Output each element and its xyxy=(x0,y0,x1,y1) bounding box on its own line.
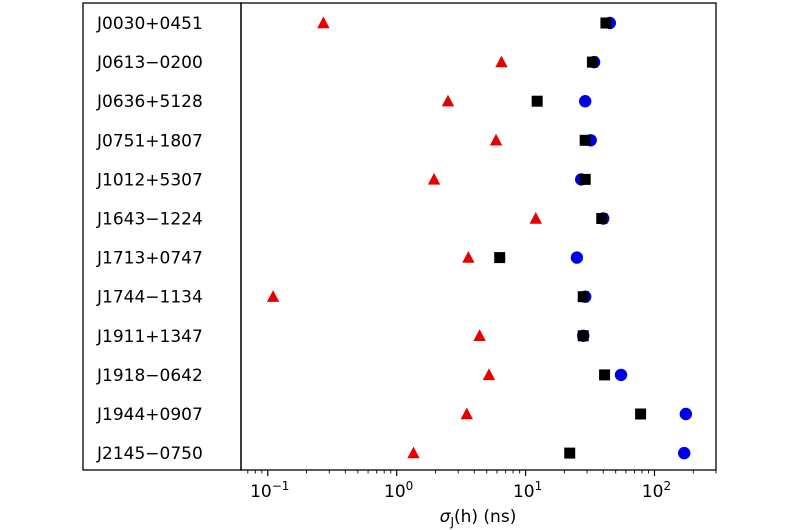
x-tick-label-base: 10 xyxy=(642,482,664,502)
triangle-marker xyxy=(529,212,542,224)
x-axis-ticks: 10−1 100 101 102 xyxy=(247,470,717,502)
x-tick-label-exponent: 2 xyxy=(663,479,671,493)
square-marker xyxy=(635,408,647,420)
triangle-marker xyxy=(427,172,441,185)
triangle-marker xyxy=(489,133,503,146)
triangle-marker xyxy=(460,407,474,420)
row-label: J1713+0747 xyxy=(96,249,203,269)
row-labels: J0030+0451 J0613−0200 J0636+5128 J0751+1807… xyxy=(96,14,203,464)
row-label: J1012+5307 xyxy=(96,170,203,190)
x-tick-label-base: 10 xyxy=(250,482,272,502)
square-marker xyxy=(494,252,506,264)
x-tick-label: 101 xyxy=(513,479,542,502)
circle-marker xyxy=(614,368,628,382)
triangle-marker xyxy=(482,368,496,381)
square-marker xyxy=(600,17,612,29)
triangle-marker xyxy=(441,94,455,107)
row-label: J1911+1347 xyxy=(96,327,203,347)
x-tick-label-exponent: 1 xyxy=(535,479,543,493)
square-marker xyxy=(577,330,589,342)
plot-area-frame xyxy=(240,2,717,471)
circle-marker xyxy=(678,446,691,460)
x-axis-title-symbol: σ xyxy=(440,507,452,527)
triangle-marker xyxy=(266,290,280,302)
row-label: J0751+1807 xyxy=(96,131,203,151)
x-tick-label: 100 xyxy=(384,479,413,502)
x-tick-label-exponent: 0 xyxy=(406,479,414,493)
square-marker xyxy=(531,95,543,107)
triangle-marker xyxy=(473,329,486,341)
triangle-marker xyxy=(462,251,475,263)
triangle-marker xyxy=(407,446,420,459)
x-axis-title-rest: (h) (ns) xyxy=(454,507,516,527)
x-tick-label: 102 xyxy=(642,479,671,502)
triangle-marker xyxy=(317,16,330,29)
square-marker xyxy=(596,213,608,224)
row-label: J1918−0642 xyxy=(96,366,203,386)
row-label: J1744−1134 xyxy=(96,288,203,308)
square-marker xyxy=(579,134,591,146)
square-marker xyxy=(577,291,589,303)
x-tick-label-base: 10 xyxy=(384,482,406,502)
circle-marker xyxy=(570,251,584,264)
row-label: J1643−1224 xyxy=(96,210,203,230)
data-marks xyxy=(266,16,693,460)
circle-marker xyxy=(578,95,592,108)
x-tick-label-exponent: −1 xyxy=(272,479,290,493)
row-label: J0636+5128 xyxy=(96,92,203,112)
square-marker xyxy=(599,369,611,381)
x-axis-title-subscript: J xyxy=(449,515,454,529)
x-tick-label-base: 10 xyxy=(513,482,535,502)
row-label: J1944+0907 xyxy=(96,405,203,425)
square-marker xyxy=(564,447,576,459)
x-tick-label: 10−1 xyxy=(250,479,289,502)
square-marker xyxy=(586,56,598,68)
circle-marker xyxy=(679,407,693,421)
x-axis-title: σJ(h) (ns) xyxy=(440,507,517,529)
label-panel-frame xyxy=(82,2,242,471)
row-label: J0613−0200 xyxy=(96,53,203,73)
triangle-marker xyxy=(495,55,508,68)
square-marker xyxy=(579,173,591,185)
row-label: J2145−0750 xyxy=(96,444,203,464)
row-label: J0030+0451 xyxy=(96,14,203,34)
